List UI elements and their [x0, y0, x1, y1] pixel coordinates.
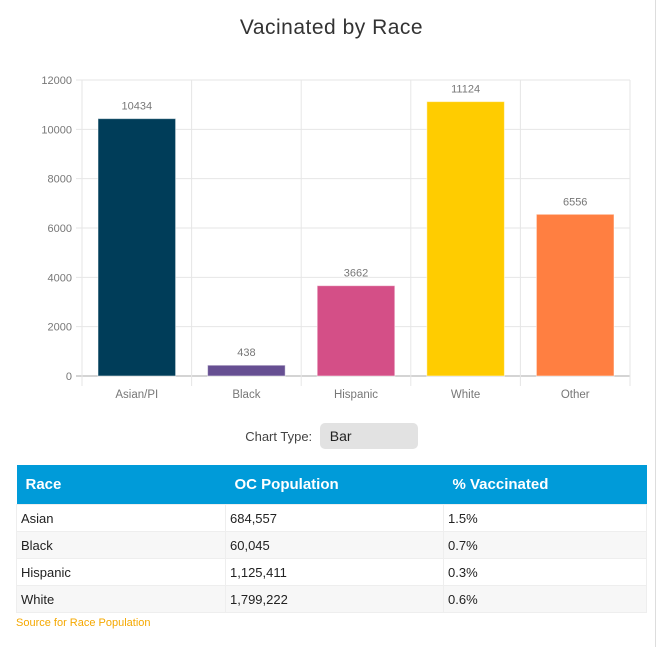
panel-border — [655, 0, 656, 647]
bar-chart: 0 2000 4000 6000 8000 10000 12000 10434 Asian/PI… — [41, 75, 631, 401]
x-tick-label: Asian/PI — [115, 389, 158, 401]
table-cell: 1,799,222 — [225, 585, 444, 613]
x-tick-label: White — [451, 389, 480, 401]
table-row: Black 60,045 0.7% — [16, 531, 647, 559]
table-cell: 684,557 — [225, 504, 444, 532]
table-row: Hispanic 1,125,411 0.3% — [16, 558, 647, 586]
race-table: Race OC Population % Vaccinated Asian 684… — [16, 465, 647, 613]
x-tick-label: Hispanic — [334, 389, 378, 401]
bar — [426, 101, 505, 377]
chart-type-select[interactable]: Bar — [319, 423, 418, 449]
chart-type-label: Chart Type: — [245, 428, 313, 444]
table-row: Asian 684,557 1.5% — [16, 504, 647, 532]
data-label: 10434 — [122, 101, 153, 113]
table-cell: 0.3% — [443, 558, 647, 586]
y-tick-label: 4000 — [48, 272, 72, 284]
bar — [97, 118, 177, 377]
y-tick-label: 8000 — [48, 174, 72, 186]
x-tick-label: Other — [561, 389, 590, 401]
table-cell: Black — [16, 531, 226, 559]
chart-title: Vacinated by Race — [239, 16, 424, 39]
y-tick-label: 12000 — [41, 75, 72, 87]
source-link[interactable]: Source for Race Population — [16, 617, 151, 629]
table-cell: 1.5% — [443, 504, 647, 532]
bar — [207, 364, 286, 377]
y-tick-label: 6000 — [48, 223, 72, 235]
table-cell: 0.7% — [443, 531, 647, 559]
table-cell: Asian — [16, 504, 226, 532]
table-cell: 1,125,411 — [225, 558, 444, 586]
header-population: OC Population — [225, 465, 444, 505]
table-cell: White — [16, 585, 226, 613]
y-tick-label: 10000 — [41, 124, 72, 136]
table-cell: 0.6% — [443, 585, 647, 613]
data-label: 438 — [237, 347, 255, 359]
header-race: Race — [16, 465, 226, 505]
data-label: 11124 — [451, 84, 480, 96]
y-tick-label: 0 — [66, 371, 72, 383]
x-tick-label: Black — [232, 389, 260, 401]
bar — [535, 213, 615, 377]
y-tick-label: 2000 — [48, 322, 72, 334]
table-cell: 60,045 — [225, 531, 444, 559]
table-row: White 1,799,222 0.6% — [16, 585, 647, 613]
chart-type-control: Chart Type: Bar — [0, 423, 663, 449]
data-label: 6556 — [563, 196, 587, 208]
table-cell: Hispanic — [16, 558, 226, 586]
data-label: 3662 — [344, 268, 368, 280]
header-vaccinated: % Vaccinated — [443, 465, 647, 505]
bar — [316, 285, 396, 377]
